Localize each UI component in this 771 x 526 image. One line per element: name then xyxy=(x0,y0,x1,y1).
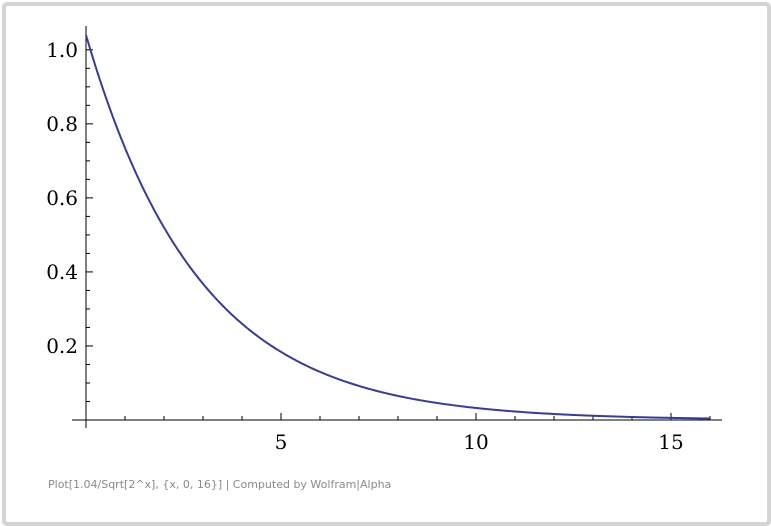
x-tick-label: 5 xyxy=(275,430,288,454)
x-tick-label: 15 xyxy=(658,430,683,454)
ticks xyxy=(86,49,711,420)
y-tick-label: 0.8 xyxy=(46,112,78,136)
tick-labels: 5 10 15 0.2 0.4 0.6 0.8 1.0 xyxy=(46,38,684,454)
y-tick-label: 1.0 xyxy=(46,38,78,62)
x-tick-label: 10 xyxy=(463,430,488,454)
y-tick-label: 0.4 xyxy=(46,260,78,284)
y-tick-label: 0.2 xyxy=(46,334,78,358)
axes xyxy=(72,26,722,428)
function-curve xyxy=(85,34,711,420)
y-tick-label: 0.6 xyxy=(46,186,78,210)
computed-by-caption: Plot[1.04/Sqrt[2^x], {x, 0, 16}] | Compu… xyxy=(48,478,392,491)
